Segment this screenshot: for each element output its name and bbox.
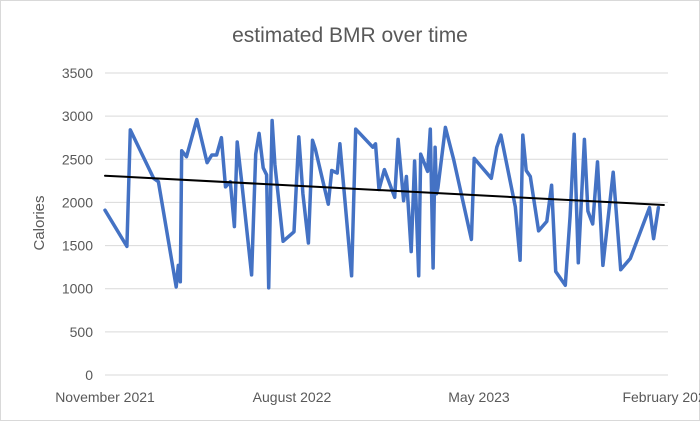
gridlines (105, 72, 668, 376)
y-tick-label: 1500 (62, 238, 93, 254)
x-tick-labels: November 2021 August 2022 May 2023 February… (55, 389, 700, 405)
x-tick-label: May 2023 (448, 389, 510, 405)
y-axis-label: Calories (31, 195, 48, 250)
trendline (104, 174, 665, 206)
y-tick-label: 1000 (62, 281, 93, 297)
x-tick-label: November 2021 (55, 389, 155, 405)
x-tick-label: August 2022 (253, 389, 332, 405)
y-tick-label: 3000 (62, 108, 93, 124)
bmr-series-line (103, 117, 661, 290)
x-tick-label: February 2024 (622, 389, 700, 405)
y-tick-labels: 0 500 1000 1500 2000 2500 3000 3500 (62, 65, 93, 383)
series-group (103, 117, 665, 290)
y-tick-label: 3500 (62, 65, 93, 81)
y-tick-label: 2500 (62, 151, 93, 167)
chart-title: estimated BMR over time (232, 24, 468, 47)
y-tick-label: 500 (70, 324, 94, 340)
y-tick-label: 2000 (62, 194, 93, 210)
y-tick-label: 0 (85, 367, 93, 383)
